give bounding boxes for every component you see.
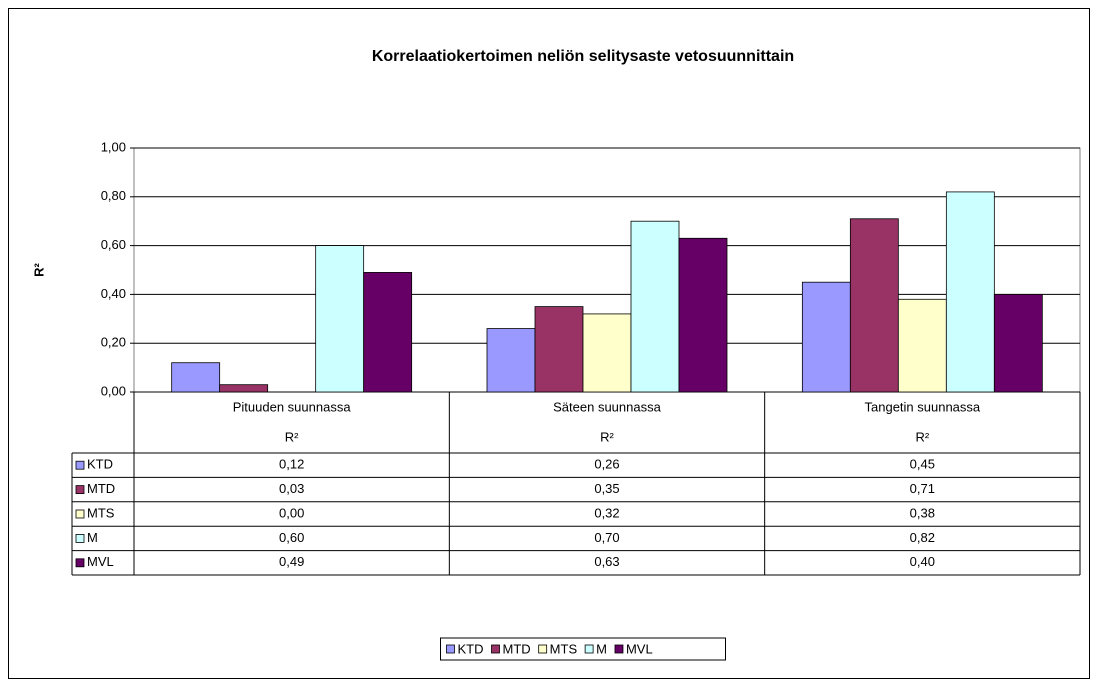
table-value: 0,45 xyxy=(910,457,935,472)
bar xyxy=(678,237,728,393)
table-value: 0,32 xyxy=(594,505,619,520)
y-tick-label: 0,60 xyxy=(101,237,126,252)
category-label: Pituuden suunnassa xyxy=(233,399,352,414)
table-value: 0,12 xyxy=(279,457,304,472)
table-value: 0,60 xyxy=(279,530,304,545)
bar xyxy=(315,245,365,393)
table-value: 0,82 xyxy=(910,530,935,545)
table-value: 0,03 xyxy=(279,481,304,496)
bar xyxy=(630,220,680,393)
legend-label: KTD xyxy=(458,641,484,656)
legend-box xyxy=(440,637,726,661)
table-value: 0,38 xyxy=(910,505,935,520)
table-legend-key xyxy=(75,460,85,470)
category-label: Tangetin suunnassa xyxy=(865,399,981,414)
table-legend-key xyxy=(75,485,85,495)
category-sublabel: R² xyxy=(285,429,299,444)
table-series-name: KTD xyxy=(87,457,113,472)
table-value: 0,35 xyxy=(594,481,619,496)
bar xyxy=(945,191,995,393)
table-value: 0,63 xyxy=(594,554,619,569)
bar xyxy=(849,218,899,393)
bar xyxy=(801,281,851,393)
legend-label: MVL xyxy=(626,641,653,656)
table-value: 0,49 xyxy=(279,554,304,569)
table-value: 0,40 xyxy=(910,554,935,569)
table-value: 0,71 xyxy=(910,481,935,496)
legend-key xyxy=(538,644,548,654)
y-tick-label: 0,40 xyxy=(101,286,126,301)
bar xyxy=(582,313,632,393)
category-sublabel: R² xyxy=(915,429,929,444)
chart-title: Korrelaatiokertoimen neliön selitysaste … xyxy=(372,48,794,65)
table-value: 0,26 xyxy=(594,457,619,472)
legend-key xyxy=(491,644,500,654)
bar xyxy=(534,306,584,393)
y-axis-label: R² xyxy=(31,262,46,276)
y-tick-label: 1,00 xyxy=(101,139,126,154)
bar xyxy=(171,362,221,393)
legend-label: MTS xyxy=(550,641,578,656)
legend-key xyxy=(446,644,455,654)
table-series-name: MTS xyxy=(87,505,115,520)
y-tick-label: 0,20 xyxy=(101,335,126,350)
table-value: 0,70 xyxy=(594,530,619,545)
table-legend-key xyxy=(75,558,85,568)
table-legend-key xyxy=(75,509,85,519)
table-series-name: MTD xyxy=(87,481,115,496)
legend-label: MTD xyxy=(503,641,531,656)
y-tick-label: 0,80 xyxy=(101,188,126,203)
bar xyxy=(897,298,947,393)
legend-label: M xyxy=(596,641,607,656)
table-series-name: MVL xyxy=(87,554,114,569)
bar xyxy=(486,328,536,393)
category-label: Säteen suunnassa xyxy=(553,399,661,414)
legend-key xyxy=(614,644,624,654)
bar xyxy=(363,272,413,393)
bar xyxy=(219,384,269,393)
table-legend-key xyxy=(75,534,85,543)
legend-key xyxy=(584,644,594,654)
y-tick-label: 0,00 xyxy=(101,383,126,398)
category-sublabel: R² xyxy=(600,429,614,444)
bar xyxy=(993,293,1043,393)
table-value: 0,00 xyxy=(279,505,304,520)
table-series-name: M xyxy=(87,530,98,545)
